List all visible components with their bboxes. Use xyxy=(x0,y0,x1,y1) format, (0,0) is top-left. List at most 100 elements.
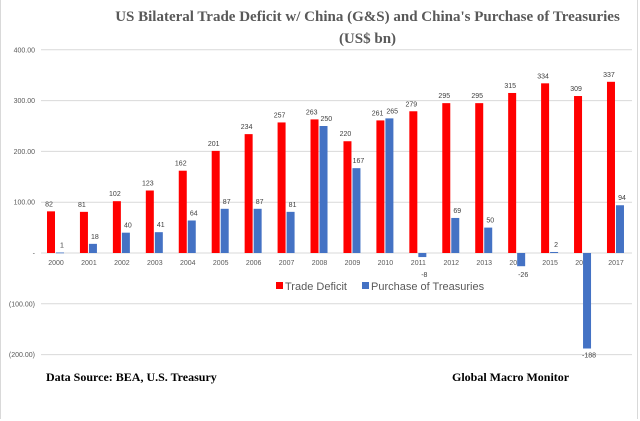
data-label: 40 xyxy=(124,223,132,230)
deficit-bar xyxy=(244,134,253,253)
data-label: -188 xyxy=(582,353,596,360)
legend-swatch xyxy=(362,282,369,289)
data-label: 261 xyxy=(372,110,384,117)
brand-label: Global Macro Monitor xyxy=(452,370,570,384)
treasuries-bar xyxy=(286,211,295,253)
data-label: 81 xyxy=(289,202,297,209)
data-label: 257 xyxy=(274,112,286,119)
deficit-bar xyxy=(475,103,484,253)
deficit-bar xyxy=(310,119,319,253)
x-tick-label: 2010 xyxy=(378,260,394,267)
deficit-bar xyxy=(606,81,615,253)
y-tick-label: (100.00) xyxy=(9,301,35,308)
x-tick-label: 2017 xyxy=(608,260,624,267)
x-tick-label: 2009 xyxy=(345,260,361,267)
data-label: 250 xyxy=(321,116,333,123)
data-label: 201 xyxy=(208,141,220,148)
y-tick-label: 400.00 xyxy=(14,47,36,54)
treasuries-bar xyxy=(583,253,592,349)
y-tick-label: - xyxy=(33,251,36,258)
data-label: 82 xyxy=(45,201,53,208)
deficit-bar xyxy=(541,83,550,253)
x-tick-label: 2015 xyxy=(542,260,558,267)
data-label: 18 xyxy=(91,234,99,241)
data-label: 162 xyxy=(175,161,187,168)
x-tick-label: 2002 xyxy=(114,260,130,267)
deficit-bar xyxy=(47,211,55,253)
deficit-bar xyxy=(178,170,187,253)
deficit-bar xyxy=(442,103,451,253)
deficit-bar xyxy=(79,211,88,253)
data-label: 69 xyxy=(453,208,461,215)
data-label: 315 xyxy=(504,83,516,90)
data-label: 263 xyxy=(306,109,318,116)
deficit-bar xyxy=(409,111,418,253)
chart-title: US Bilateral Trade Deficit w/ China (G&S… xyxy=(115,9,620,25)
data-label: 1 xyxy=(60,242,64,249)
data-label: 334 xyxy=(537,73,549,80)
data-label: 234 xyxy=(241,124,253,131)
data-label: -8 xyxy=(421,272,427,279)
data-label: 220 xyxy=(340,131,352,138)
x-tick-label: 2004 xyxy=(180,260,196,267)
treasuries-bar xyxy=(615,205,624,253)
treasuries-bar xyxy=(484,227,493,253)
deficit-bar xyxy=(376,120,385,253)
data-label: 295 xyxy=(471,93,483,100)
x-tick-label: 2012 xyxy=(443,260,459,267)
data-label: 265 xyxy=(386,108,398,115)
data-label: 309 xyxy=(570,86,582,93)
y-tick-label: 100.00 xyxy=(14,200,36,207)
x-tick-label: 2005 xyxy=(213,260,229,267)
data-label: 64 xyxy=(190,210,198,217)
x-tick-label: 2000 xyxy=(48,260,64,267)
deficit-bar xyxy=(145,190,154,253)
x-tick-label: 2011 xyxy=(411,260,426,267)
data-source: Data Source: BEA, U.S. Treasury xyxy=(46,370,217,384)
data-label: 81 xyxy=(78,202,86,209)
data-label: 41 xyxy=(157,222,165,229)
treasuries-bar xyxy=(517,253,526,267)
treasuries-bar xyxy=(550,251,559,253)
data-label: 123 xyxy=(142,181,154,188)
data-label: 337 xyxy=(603,72,615,79)
treasuries-bar xyxy=(319,126,328,253)
chart-subtitle: (US$ bn) xyxy=(338,31,397,47)
y-tick-label: (200.00) xyxy=(9,352,35,359)
data-label: 102 xyxy=(109,191,121,198)
treasuries-bar xyxy=(352,168,361,253)
legend-label: Trade Deficit xyxy=(285,281,347,293)
data-label: 94 xyxy=(618,195,626,202)
x-tick-label: 2013 xyxy=(476,260,492,267)
y-tick-label: 300.00 xyxy=(14,98,36,105)
data-label: 87 xyxy=(223,199,231,206)
data-label: 2 xyxy=(554,242,558,249)
x-tick-label: 2006 xyxy=(246,260,262,267)
treasuries-bar xyxy=(418,253,427,258)
x-tick-label: 2008 xyxy=(312,260,328,267)
treasuries-bar xyxy=(88,243,97,253)
treasuries-bar xyxy=(187,220,196,253)
deficit-bar xyxy=(277,122,286,253)
x-tick-label: 2003 xyxy=(147,260,163,267)
treasuries-bar xyxy=(121,232,130,253)
legend-label: Purchase of Treasuries xyxy=(371,281,485,293)
deficit-bar xyxy=(508,92,517,253)
data-label: 295 xyxy=(438,93,450,100)
x-tick-label: 2001 xyxy=(81,260,97,267)
deficit-bar xyxy=(343,141,352,253)
legend-swatch xyxy=(276,282,283,289)
treasuries-bar xyxy=(220,208,229,253)
data-label: 50 xyxy=(486,218,494,225)
x-tick-label: 2007 xyxy=(279,260,295,267)
treasuries-bar xyxy=(451,217,460,253)
data-label: 167 xyxy=(353,158,365,165)
deficit-bar xyxy=(112,201,121,253)
treasuries-bar xyxy=(253,208,262,253)
deficit-bar xyxy=(211,150,220,253)
deficit-bar xyxy=(574,96,583,253)
treasuries-bar xyxy=(154,232,163,253)
treasuries-bar xyxy=(56,252,64,254)
